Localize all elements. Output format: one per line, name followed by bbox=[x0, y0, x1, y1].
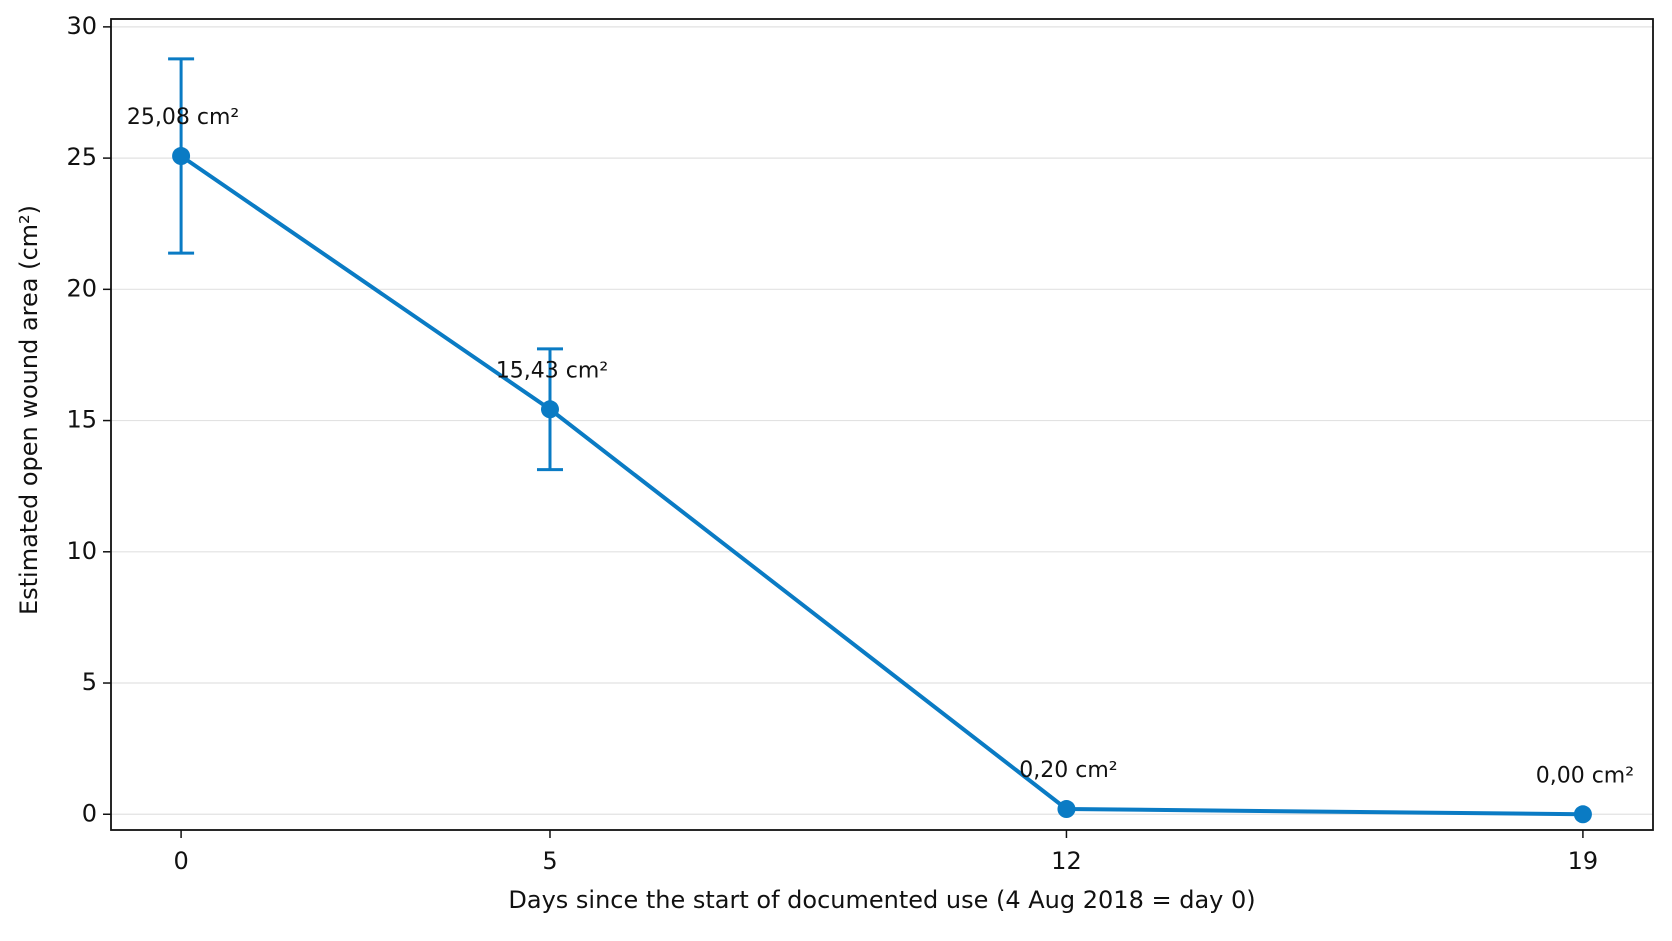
point bbox=[172, 147, 191, 166]
x-axis-label: Days since the start of documented use (… bbox=[508, 886, 1255, 914]
y-tick-label: 0 bbox=[82, 799, 97, 827]
x-tick-label: 0 bbox=[173, 847, 188, 875]
y-tick-label: 5 bbox=[82, 668, 97, 696]
y-tick-label: 30 bbox=[66, 12, 97, 40]
point bbox=[1573, 805, 1592, 824]
x-tick-label: 5 bbox=[542, 847, 557, 875]
y-axis-label: Estimated open wound area (cm²) bbox=[15, 205, 43, 615]
y-tick-label: 25 bbox=[66, 143, 97, 171]
data-label: 15,43 cm² bbox=[496, 358, 608, 383]
x-tick-label: 12 bbox=[1051, 847, 1082, 875]
point bbox=[540, 400, 559, 419]
data-label: 0,00 cm² bbox=[1536, 763, 1634, 788]
data-label: 0,20 cm² bbox=[1019, 758, 1117, 783]
data-label: 25,08 cm² bbox=[127, 105, 239, 130]
point bbox=[1057, 800, 1076, 819]
y-tick-label: 10 bbox=[66, 537, 97, 565]
y-tick-label: 20 bbox=[66, 274, 97, 302]
y-tick-label: 15 bbox=[66, 406, 97, 434]
plot-frame bbox=[110, 18, 1654, 831]
x-tick-label: 19 bbox=[1568, 847, 1599, 875]
line bbox=[179, 154, 1583, 817]
